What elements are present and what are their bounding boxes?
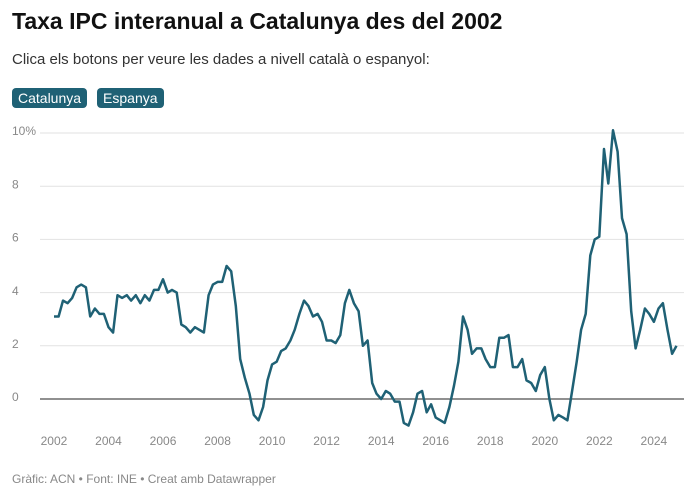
y-tick-label: 10% [12,124,36,138]
x-tick-label: 2012 [313,434,340,448]
x-tick-label: 2006 [150,434,177,448]
y-tick-label: 6 [12,231,19,245]
x-tick-label: 2016 [422,434,449,448]
x-tick-label: 2018 [477,434,504,448]
x-tick-label: 2010 [259,434,286,448]
button-group: Catalunya Espanya [12,88,164,108]
y-tick-label: 2 [12,337,19,351]
chart-title: Taxa IPC interanual a Catalunya des del … [12,8,503,34]
footer: Gràfic: ACN • Font: INE • Creat amb Data… [12,472,276,486]
button[interactable]: Catalunya [12,88,88,108]
y-tick-label: 8 [12,177,19,191]
x-tick-label: 2020 [531,434,558,448]
y-tick-label: 0 [12,390,19,404]
x-tick-label: 2004 [95,434,122,448]
button[interactable]: Espanya [97,88,164,108]
x-tick-label: 2008 [204,434,231,448]
x-tick-label: 2022 [586,434,613,448]
x-tick-label: 2024 [641,434,668,448]
x-tick-label: 2014 [368,434,395,448]
x-tick-label: 2002 [41,434,68,448]
line [54,129,678,427]
subtitle: Clica els botons per veure les dades a n… [12,51,430,68]
y-tick-label: 4 [12,284,19,298]
